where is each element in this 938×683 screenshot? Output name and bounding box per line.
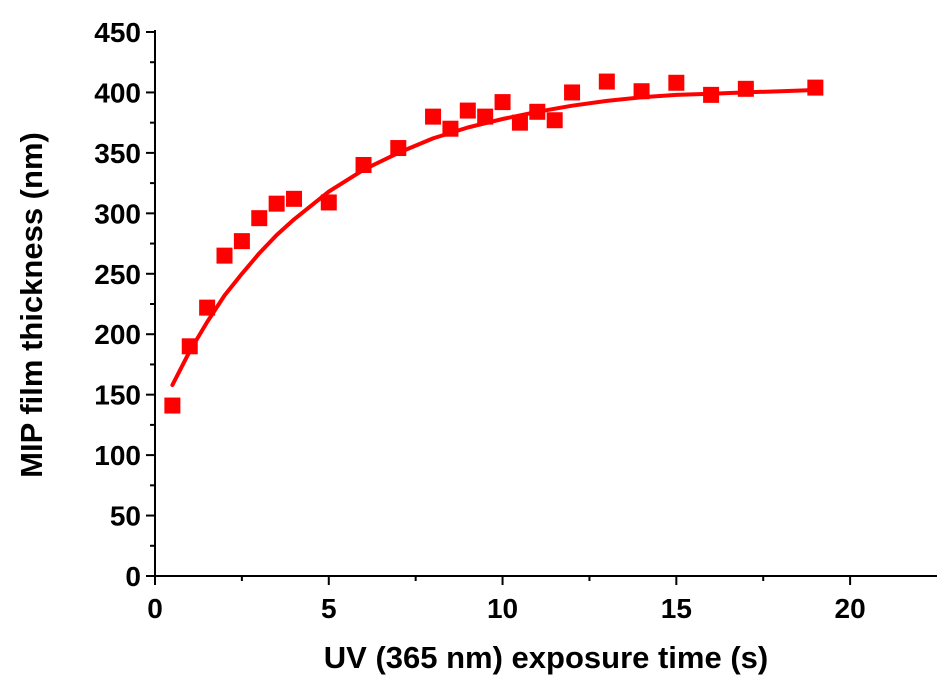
y-tick-label: 100 — [94, 440, 141, 471]
x-tick-label: 5 — [321, 593, 337, 624]
data-point — [564, 84, 581, 101]
y-tick-label: 250 — [94, 259, 141, 290]
fit-layer — [170, 88, 818, 387]
y-tick-label: 150 — [94, 380, 141, 411]
x-tick-label: 15 — [661, 593, 692, 624]
y-tick-label: 400 — [94, 77, 141, 108]
data-point — [511, 114, 528, 131]
data-point — [529, 103, 546, 120]
data-point — [268, 195, 285, 212]
data-point — [164, 397, 181, 414]
data-point — [633, 83, 650, 100]
y-tick-label: 300 — [94, 198, 141, 229]
data-point — [737, 80, 754, 97]
y-axis-title: MIP film thickness (nm) — [14, 132, 49, 478]
data-point — [216, 247, 233, 264]
data-point — [320, 194, 337, 211]
y-tick-label: 0 — [125, 561, 141, 592]
data-point — [251, 210, 268, 227]
x-tick-label: 10 — [487, 593, 518, 624]
axes: 0 50 100 150 200 250 300 350 400 450 0 5 10 15 20 — [94, 17, 937, 624]
data-point — [199, 299, 216, 316]
fit-curve — [170, 88, 818, 387]
data-point — [390, 140, 407, 157]
data-point — [181, 338, 198, 355]
data-point — [494, 94, 511, 111]
data-point — [286, 190, 303, 207]
data-point — [807, 79, 824, 96]
x-tick-label: 20 — [835, 593, 866, 624]
marker-layer — [164, 73, 824, 414]
x-tick-label: 0 — [147, 593, 163, 624]
data-point — [477, 108, 494, 125]
data-point — [668, 74, 685, 91]
y-tick-label: 450 — [94, 17, 141, 48]
data-point — [459, 102, 476, 119]
data-point — [425, 108, 442, 125]
data-point — [442, 120, 459, 137]
x-axis-title: UV (365 nm) exposure time (s) — [324, 640, 768, 675]
data-point — [233, 233, 250, 250]
y-tick-label: 200 — [94, 319, 141, 350]
y-tick-label: 350 — [94, 138, 141, 169]
y-tick-label: 50 — [110, 501, 141, 532]
data-point — [546, 112, 563, 129]
data-point — [598, 73, 615, 90]
data-point — [703, 86, 720, 103]
data-point — [355, 156, 372, 173]
